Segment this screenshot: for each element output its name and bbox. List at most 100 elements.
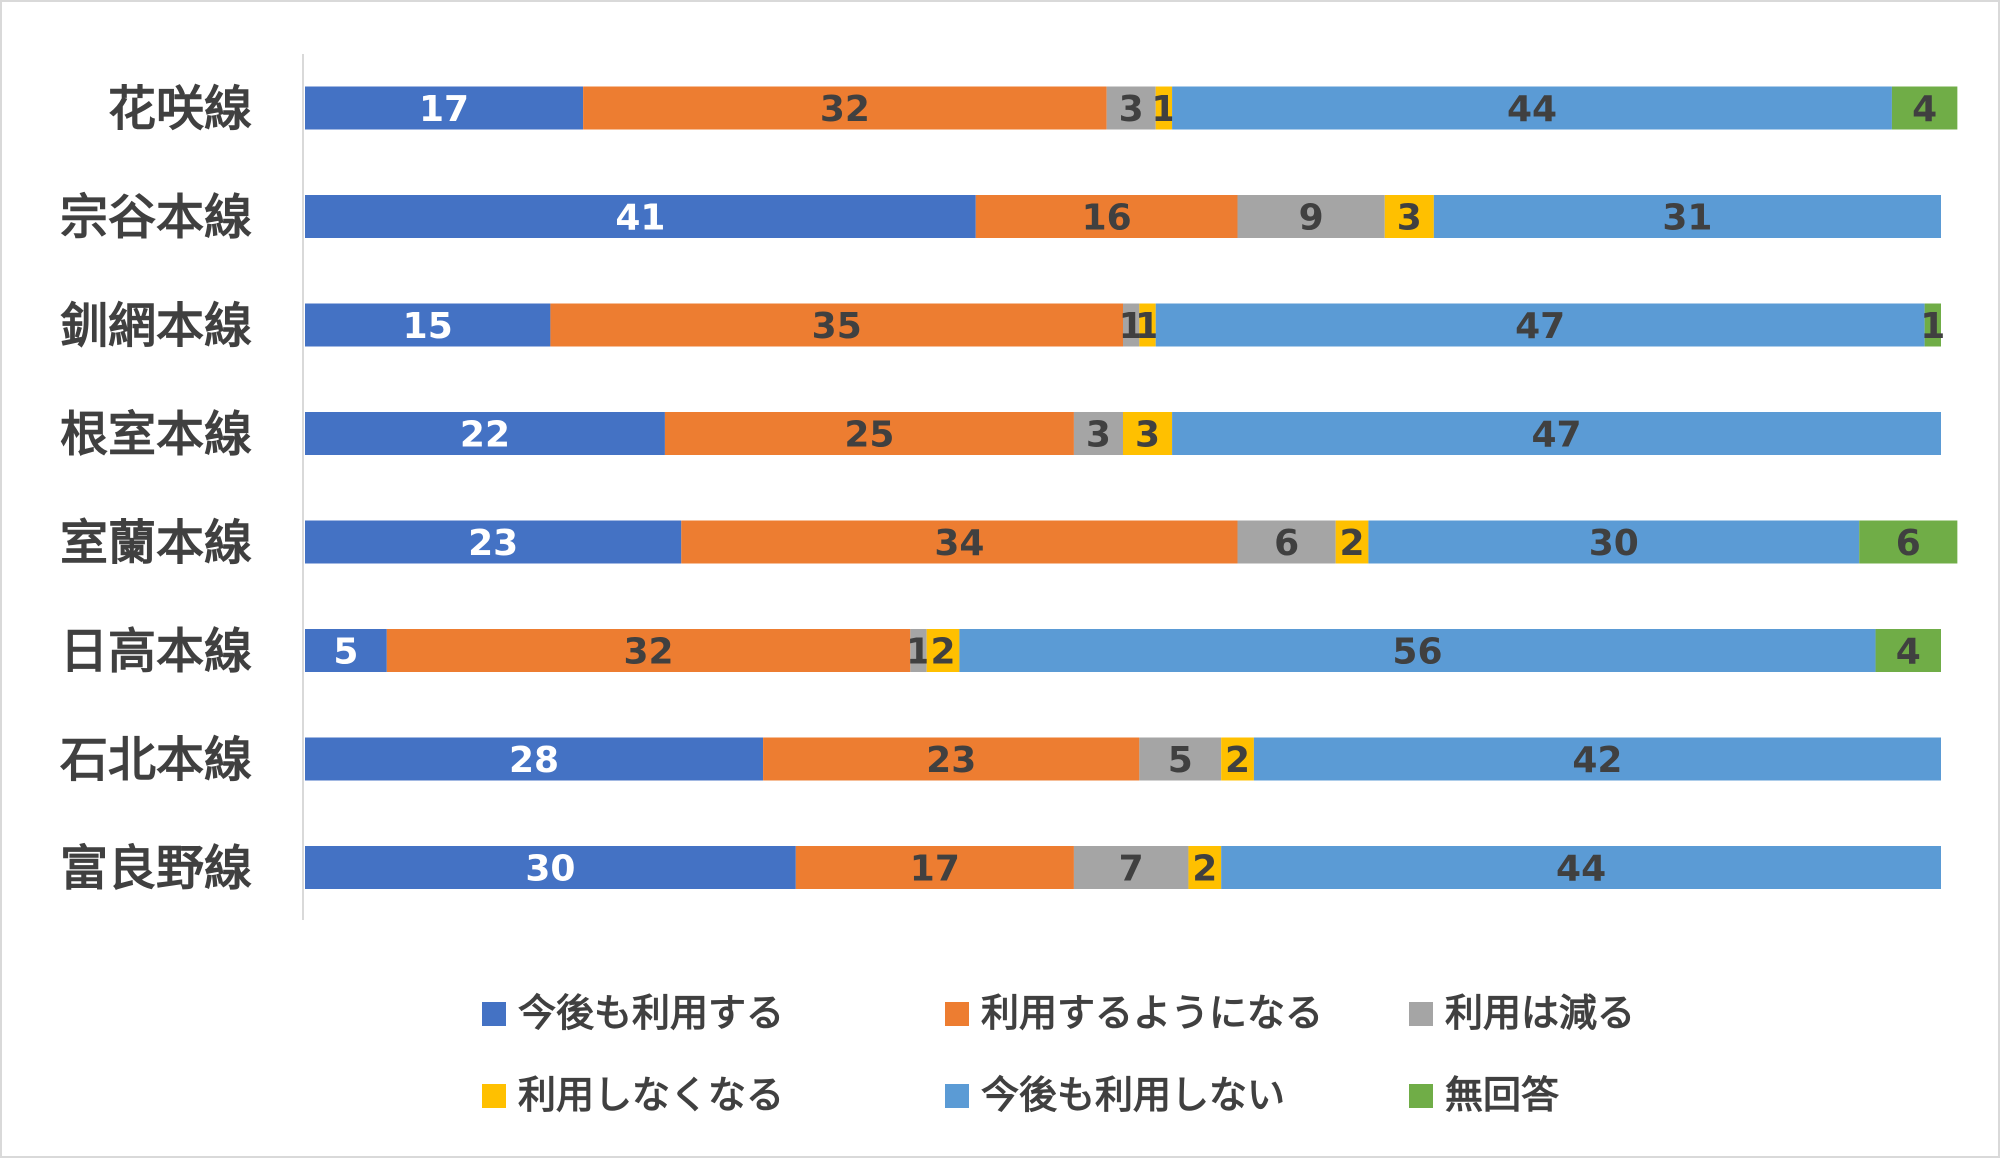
legend-label: 今後も利用しない	[981, 1073, 1285, 1117]
legend-swatch	[1409, 1002, 1433, 1026]
data-label: 4	[1896, 632, 1921, 673]
data-label: 56	[1392, 632, 1442, 673]
category-label: 室蘭本線	[60, 515, 252, 571]
data-label: 31	[1662, 198, 1712, 239]
bar-segment	[1221, 846, 1941, 889]
bar-segment	[910, 629, 927, 672]
bar-segment	[1073, 846, 1189, 889]
bar-segment	[305, 846, 796, 889]
bar-segment	[1139, 737, 1222, 781]
bar-segment	[1139, 303, 1156, 347]
bar-segment	[1123, 303, 1140, 347]
bar-segment	[1368, 520, 1860, 564]
data-label: 17	[419, 89, 469, 130]
bar-segment	[975, 195, 1238, 238]
bar-segment	[305, 86, 584, 130]
category-label: 富良野線	[60, 841, 252, 897]
bar-segment	[305, 520, 682, 564]
bar-segment	[1155, 303, 1925, 347]
data-label: 30	[1589, 523, 1639, 564]
legend-swatch	[482, 1002, 506, 1026]
data-label: 7	[1119, 849, 1144, 890]
legend-label: 利用は減る	[1445, 991, 1635, 1035]
bar-segment	[1172, 412, 1941, 455]
bar-segment	[926, 629, 960, 672]
data-label: 15	[403, 306, 453, 347]
data-label: 22	[460, 415, 510, 456]
bar-segment	[1924, 303, 1941, 347]
data-label: 25	[844, 415, 894, 456]
legend-label: 今後も利用する	[518, 991, 784, 1035]
bar-segment	[1073, 412, 1123, 455]
bar-segment	[305, 195, 976, 238]
bar-segment	[305, 629, 387, 672]
category-label: 根室本線	[60, 407, 252, 463]
bar-segment	[1155, 86, 1173, 130]
bar-segment	[1433, 195, 1941, 238]
data-label: 34	[934, 523, 984, 564]
bar-segment	[1384, 195, 1434, 238]
data-label: 44	[1556, 849, 1606, 890]
bar-segment	[1188, 846, 1222, 889]
category-label: 石北本線	[60, 732, 252, 788]
category-label: 花咲線	[108, 81, 252, 137]
legend-swatch	[945, 1084, 969, 1108]
bar-segment	[305, 737, 764, 781]
bar-segment	[305, 303, 551, 347]
data-label: 2	[1225, 740, 1250, 781]
data-label: 16	[1082, 198, 1132, 239]
bar-segment	[550, 303, 1123, 347]
legend-swatch	[945, 1002, 969, 1026]
bar-segment	[1123, 412, 1173, 455]
data-label: 3	[1135, 415, 1160, 456]
data-label: 32	[624, 632, 674, 673]
legend-swatch	[1409, 1084, 1433, 1108]
bar-segment	[1172, 86, 1892, 130]
bar-segment	[795, 846, 1074, 889]
legend-label: 利用しなくなる	[518, 1073, 784, 1117]
data-label: 17	[910, 849, 960, 890]
data-label: 23	[468, 523, 518, 564]
bar-segment	[763, 737, 1140, 781]
data-label: 2	[931, 632, 956, 673]
data-label: 4	[1912, 89, 1937, 130]
bar-segment	[386, 629, 911, 672]
legend-label: 無回答	[1445, 1073, 1560, 1117]
data-label: 2	[1192, 849, 1217, 890]
bar-segment	[305, 412, 665, 455]
bar-segment	[959, 629, 1876, 672]
bar-segment	[1335, 520, 1369, 564]
data-label: 3	[1397, 198, 1422, 239]
data-label: 2	[1340, 523, 1365, 564]
data-label: 6	[1274, 523, 1299, 564]
data-label: 47	[1531, 415, 1581, 456]
bar-segment	[1106, 86, 1156, 130]
category-label: 釧網本線	[60, 298, 252, 354]
bar-segment	[1221, 737, 1254, 781]
data-label: 35	[812, 306, 862, 347]
bar-segment	[1891, 86, 1958, 130]
data-label: 23	[926, 740, 976, 781]
data-label: 47	[1515, 306, 1565, 347]
data-label: 5	[333, 632, 358, 673]
data-label: 30	[525, 849, 575, 890]
bar-segment	[583, 86, 1107, 130]
data-label: 5	[1168, 740, 1193, 781]
legend-label: 利用するようになる	[981, 991, 1323, 1035]
data-label: 3	[1119, 89, 1144, 130]
legend-swatch	[482, 1084, 506, 1108]
category-label: 日高本線	[60, 624, 252, 680]
data-label: 6	[1896, 523, 1921, 564]
bar-segment	[1253, 737, 1941, 781]
bar-segment	[1237, 195, 1385, 238]
data-label: 1	[1920, 306, 1945, 347]
bar-segment	[1859, 520, 1958, 564]
data-label: 42	[1572, 740, 1622, 781]
bar-segment	[664, 412, 1074, 455]
category-label: 宗谷本線	[60, 190, 252, 246]
data-label: 32	[820, 89, 870, 130]
